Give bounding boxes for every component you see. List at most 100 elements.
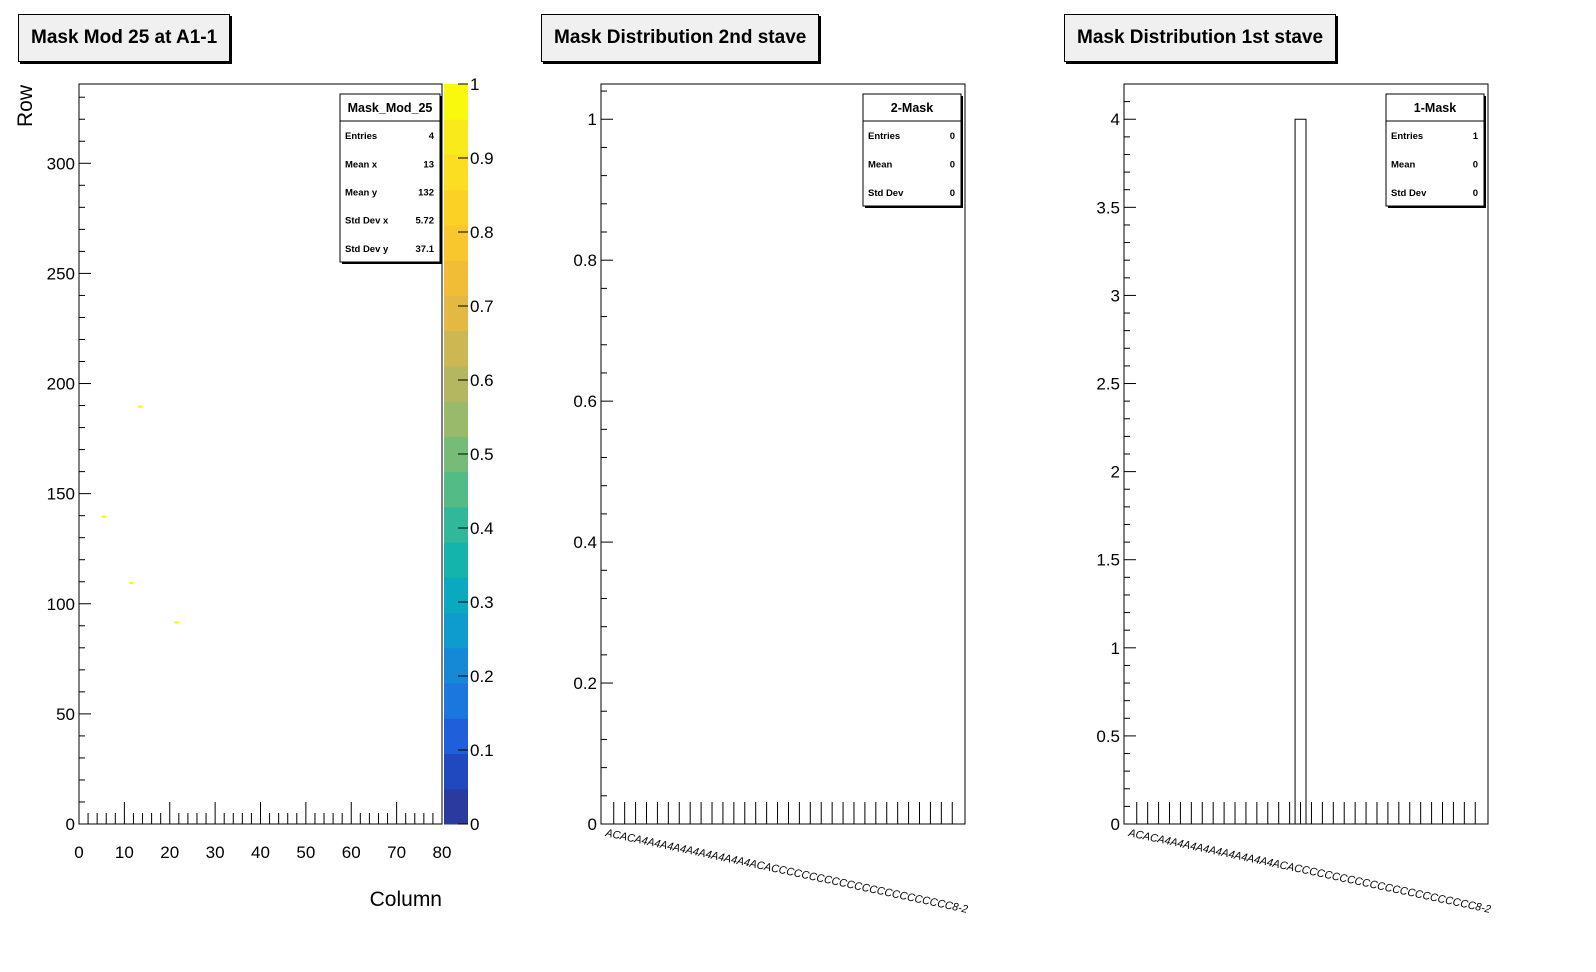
- colorbar-segment: [444, 471, 468, 508]
- y-tick-label: 50: [56, 705, 75, 724]
- right-stats-row-value: 1: [1473, 131, 1479, 142]
- middle-panel-title: Mask Distribution 2nd stave: [541, 14, 820, 62]
- middle-category-labels: ACACA4A4A4A4A4A4A4A4A4ACACCCCCCCCCCCCCCC…: [603, 827, 968, 916]
- colorbar-segment: [444, 753, 468, 790]
- y-tick-label: 300: [47, 154, 75, 173]
- colorbar-segment: [444, 612, 468, 649]
- colorbar-segment: [444, 401, 468, 437]
- x-tick-label: 80: [433, 843, 452, 862]
- y-tick-label: 250: [47, 264, 75, 283]
- right-stats-row-label: Entries: [1391, 131, 1423, 142]
- x-axis-label: Column: [370, 888, 442, 911]
- colorbar-tick-label: 0.1: [470, 741, 494, 760]
- middle-stats-row-label: Mean: [868, 160, 892, 171]
- right-y-tick-label: 2.5: [1096, 375, 1120, 394]
- right-category-labels: ACACA4A4A4A4A4A4A4A4A4ACACCCCCCCCCCCCCCC…: [1126, 827, 1491, 916]
- heatmap-cell: [137, 405, 143, 408]
- middle-y-tick-label: 0.4: [573, 533, 597, 552]
- colorbar-segment: [444, 683, 468, 719]
- x-tick-label: 30: [206, 843, 225, 862]
- middle-stats-box: [862, 93, 962, 207]
- right-y-tick-label: 1: [1111, 639, 1120, 658]
- colorbar-segment: [444, 189, 468, 226]
- y-tick-label: 200: [47, 375, 75, 394]
- middle-y-tick-label: 0.6: [573, 392, 597, 411]
- y-tick-label: 100: [47, 595, 75, 614]
- colorbar-tick-label: 1: [470, 75, 479, 94]
- middle-stats-name: 2-Mask: [891, 101, 933, 115]
- right-y-tick-label: 2: [1111, 463, 1120, 482]
- right-stats-row-value: 0: [1473, 188, 1478, 199]
- colorbar-segment: [444, 542, 468, 578]
- right-y-tick-label: 1.5: [1096, 551, 1120, 570]
- colorbar-segment: [444, 119, 468, 155]
- colorbar-segment: [444, 330, 468, 367]
- middle-stats-row-value: 0: [950, 160, 955, 171]
- colorbar-tick-label: 0.2: [470, 667, 494, 686]
- colorbar-tick-label: 0: [470, 815, 479, 834]
- right-panel-title: Mask Distribution 1st stave: [1064, 14, 1337, 62]
- colorbar-tick-label: 0.4: [470, 519, 494, 538]
- colorbar-segment: [444, 84, 468, 120]
- colorbar-segment: [444, 647, 468, 684]
- x-tick-label: 50: [296, 843, 315, 862]
- x-tick-label: 10: [115, 843, 134, 862]
- heatmap-stats-row-value: 5.72: [416, 216, 435, 227]
- right-stats-name: 1-Mask: [1414, 101, 1456, 115]
- colorbar-segment: [444, 718, 468, 755]
- y-tick-label: 0: [66, 815, 75, 834]
- right-stats-box: [1385, 93, 1485, 207]
- colorbar-tick-label: 0.5: [470, 445, 494, 464]
- x-tick-label: 40: [251, 843, 270, 862]
- right-stats-row-value: 0: [1473, 160, 1478, 171]
- heatmap-cell: [101, 515, 107, 518]
- colorbar-segment: [444, 154, 468, 191]
- right-y-tick-label: 3: [1111, 286, 1120, 305]
- colorbar-segment: [444, 788, 468, 825]
- x-tick-label: 60: [342, 843, 361, 862]
- colorbar-segment: [444, 506, 468, 543]
- heatmap-stats-row-value: 4: [429, 131, 435, 142]
- right-y-tick-label: 3.5: [1096, 198, 1120, 217]
- middle-stats-row-value: 0: [950, 188, 955, 199]
- colorbar-segment: [444, 260, 468, 296]
- heatmap-stats-row-value: 37.1: [416, 244, 435, 255]
- colorbar-segment: [444, 577, 468, 614]
- middle-y-tick-label: 0.8: [573, 251, 597, 270]
- colorbar-tick-label: 0.6: [470, 371, 494, 390]
- y-tick-label: 150: [47, 485, 75, 504]
- heatmap-stats-row-label: Std Dev x: [345, 216, 389, 227]
- heatmap-cell: [174, 621, 179, 624]
- right-bar: [1294, 118, 1307, 825]
- middle-y-tick-label: 1: [588, 110, 597, 129]
- heatmap-cell: [128, 581, 134, 584]
- right-stats-row-label: Std Dev: [1391, 188, 1427, 199]
- right-stats-row-label: Mean: [1391, 160, 1415, 171]
- heatmap-stats-name: Mask_Mod_25: [348, 101, 433, 115]
- middle-stats-row-label: Entries: [868, 131, 900, 142]
- heatmap-stats-row-label: Mean y: [345, 188, 378, 199]
- right-y-tick-label: 0.5: [1096, 727, 1120, 746]
- y-axis-label: Row: [14, 84, 37, 127]
- middle-y-tick-label: 0.2: [573, 674, 597, 693]
- x-tick-label: 0: [74, 843, 83, 862]
- heatmap-stats-row-label: Mean x: [345, 159, 378, 170]
- middle-stats-row-label: Std Dev: [868, 188, 904, 199]
- heatmap-stats-box: [339, 93, 441, 263]
- x-tick-label: 20: [160, 843, 179, 862]
- right-y-tick-label: 0: [1111, 815, 1120, 834]
- colorbar-segment: [444, 295, 468, 332]
- left-panel-title: Mask Mod 25 at A1-1: [18, 14, 231, 62]
- colorbar-segment: [444, 365, 468, 402]
- heatmap-stats-row-label: Std Dev y: [345, 244, 389, 255]
- right-y-tick-label: 4: [1111, 110, 1120, 129]
- heatmap-stats-row-value: 13: [423, 159, 434, 170]
- heatmap-stats-row-label: Entries: [345, 131, 377, 142]
- colorbar-segment: [444, 224, 468, 261]
- colorbar-tick-label: 0.9: [470, 149, 494, 168]
- heatmap-stats-row-value: 132: [418, 188, 434, 199]
- middle-y-tick-label: 0: [588, 815, 597, 834]
- colorbar-tick-label: 0.3: [470, 593, 494, 612]
- middle-frame: [600, 83, 966, 825]
